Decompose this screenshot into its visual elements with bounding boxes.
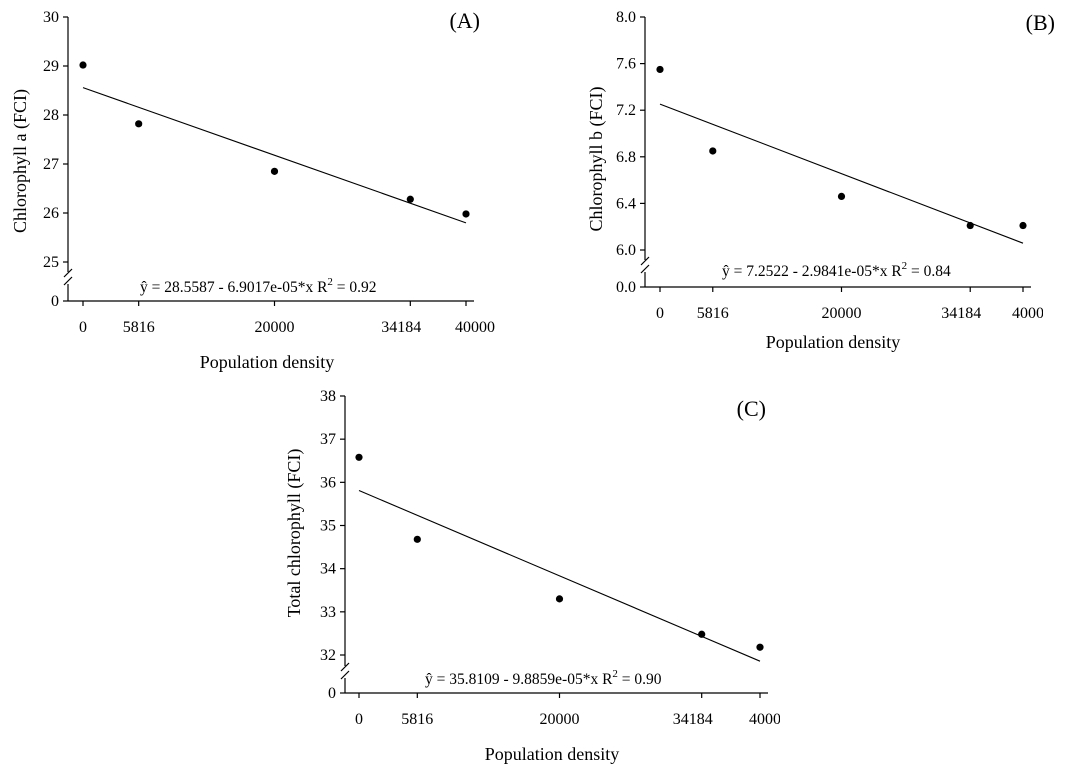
y-tick-label: 6.0 <box>616 242 636 259</box>
x-axis-title: Population density <box>485 744 620 764</box>
data-point <box>966 221 974 230</box>
x-tick-label: 0 <box>355 711 363 728</box>
x-tick-label: 0 <box>79 319 87 336</box>
x-tick-label: 5816 <box>123 319 155 336</box>
panel-label: (C) <box>737 396 766 421</box>
regression-equation: ŷ = 7.2522 - 2.9841e-05*x R2 = 0.84 <box>722 260 951 280</box>
data-point <box>1019 221 1027 230</box>
x-tick-label: 20000 <box>822 305 862 322</box>
data-point <box>555 595 564 603</box>
equation-r2: = 0.92 <box>333 279 377 296</box>
y-tick-label: 38 <box>320 388 336 405</box>
panel-label: (B) <box>1026 10 1055 35</box>
x-axis-title: Population density <box>766 332 901 352</box>
regression-line <box>358 489 761 662</box>
panel-label: (A) <box>449 8 480 33</box>
equation-hat: ŷ <box>140 279 148 296</box>
data-point <box>709 147 717 155</box>
equation-superscript: 2 <box>612 668 618 680</box>
axis-break-mark <box>63 276 73 286</box>
y-tick-label: 30 <box>43 9 59 26</box>
axis-break-mark <box>340 670 350 680</box>
y-tick-label: 27 <box>43 156 59 173</box>
y-tick-label: 8.0 <box>616 9 636 26</box>
chart-panel-1: 25 26 27 28 29 30 0 0 5816 20000 34184 40000 ŷ = 28.… <box>10 8 495 372</box>
data-point <box>656 65 664 74</box>
x-tick-label: 34184 <box>941 305 981 322</box>
data-point <box>406 195 414 203</box>
x-tick-label: 40000 <box>1012 305 1052 322</box>
data-point <box>135 120 143 128</box>
y-tick-label: 6.8 <box>616 149 636 166</box>
regression-equation: ŷ = 35.8109 - 9.8859e-05*x R2 = 0.90 <box>425 668 662 688</box>
y-tick-label: 33 <box>320 604 336 621</box>
y-axis-title: Chlorophyll b (FCI) <box>586 86 607 231</box>
equation-hat: ŷ <box>722 263 730 280</box>
equation-r2: = 0.84 <box>907 263 951 280</box>
x-axis-title: Population density <box>200 352 335 372</box>
y-tick-label: 0 <box>328 685 336 702</box>
y-tick-label: 37 <box>320 431 336 448</box>
equation-body: = 35.8109 - 9.8859e-05*x R <box>433 671 613 688</box>
equation-body: = 28.5587 - 6.9017e-05*x R <box>148 279 328 296</box>
y-tick-label: 34 <box>320 561 336 578</box>
y-tick-label: 36 <box>320 474 336 491</box>
regression-equation: ŷ = 28.5587 - 6.9017e-05*x R2 = 0.92 <box>140 276 377 296</box>
axis-break-mark <box>340 662 350 672</box>
x-tick-label: 5816 <box>401 711 433 728</box>
regression-line <box>82 87 467 224</box>
data-point <box>462 210 470 218</box>
x-tick-label: 34184 <box>381 319 421 336</box>
y-tick-label: 32 <box>320 647 336 664</box>
x-tick-label: 0 <box>656 305 664 322</box>
y-tick-label: 0.0 <box>616 279 636 296</box>
x-tick-label: 20000 <box>255 319 295 336</box>
axis-break-gap <box>60 272 76 284</box>
axis-break-gap <box>637 260 653 272</box>
chart-panel-2: 6.0 6.4 6.8 7.2 7.6 8.0 0.0 0 5816 20000 34184 4000… <box>586 9 1075 352</box>
data-point <box>413 535 421 543</box>
data-point <box>756 643 764 651</box>
y-tick-label: 7.6 <box>616 56 636 73</box>
y-tick-label: 35 <box>320 518 336 535</box>
y-tick-label: 6.4 <box>616 195 636 212</box>
y-tick-label: 7.2 <box>616 102 636 119</box>
y-tick-label: 29 <box>43 58 59 75</box>
x-tick-label: 5816 <box>697 305 729 322</box>
axis-break-mark <box>640 264 650 274</box>
x-tick-label: 40000 <box>749 711 789 728</box>
axis-break-mark <box>640 256 650 266</box>
tick-label-clip <box>780 706 820 730</box>
y-tick-label: 0 <box>51 293 59 310</box>
equation-superscript: 2 <box>902 260 908 272</box>
x-tick-label: 20000 <box>540 711 580 728</box>
equation-body: = 7.2522 - 2.9841e-05*x R <box>730 263 903 280</box>
y-tick-label: 26 <box>43 205 59 222</box>
data-point <box>355 453 363 461</box>
data-point <box>837 192 846 201</box>
y-axis-title: Chlorophyll a (FCI) <box>10 89 31 233</box>
equation-superscript: 2 <box>327 276 333 288</box>
axis-break-mark <box>63 268 73 278</box>
equation-hat: ŷ <box>425 671 433 688</box>
y-tick-label: 28 <box>43 107 59 124</box>
regression-line <box>659 103 1024 244</box>
axis-break-gap <box>337 666 353 678</box>
x-tick-label: 34184 <box>673 711 713 728</box>
tick-label-clip <box>1043 300 1075 324</box>
x-tick-label: 40000 <box>455 319 495 336</box>
chart-panel-3: 32 33 34 35 36 37 38 0 0 5816 20000 34184 40000 ŷ = 3… <box>284 388 820 764</box>
equation-r2: = 0.90 <box>618 671 662 688</box>
data-point <box>79 61 87 69</box>
data-point <box>698 630 706 638</box>
y-axis-title: Total chlorophyll (FCI) <box>284 449 305 618</box>
data-point <box>270 167 279 175</box>
y-tick-label: 25 <box>43 254 59 271</box>
